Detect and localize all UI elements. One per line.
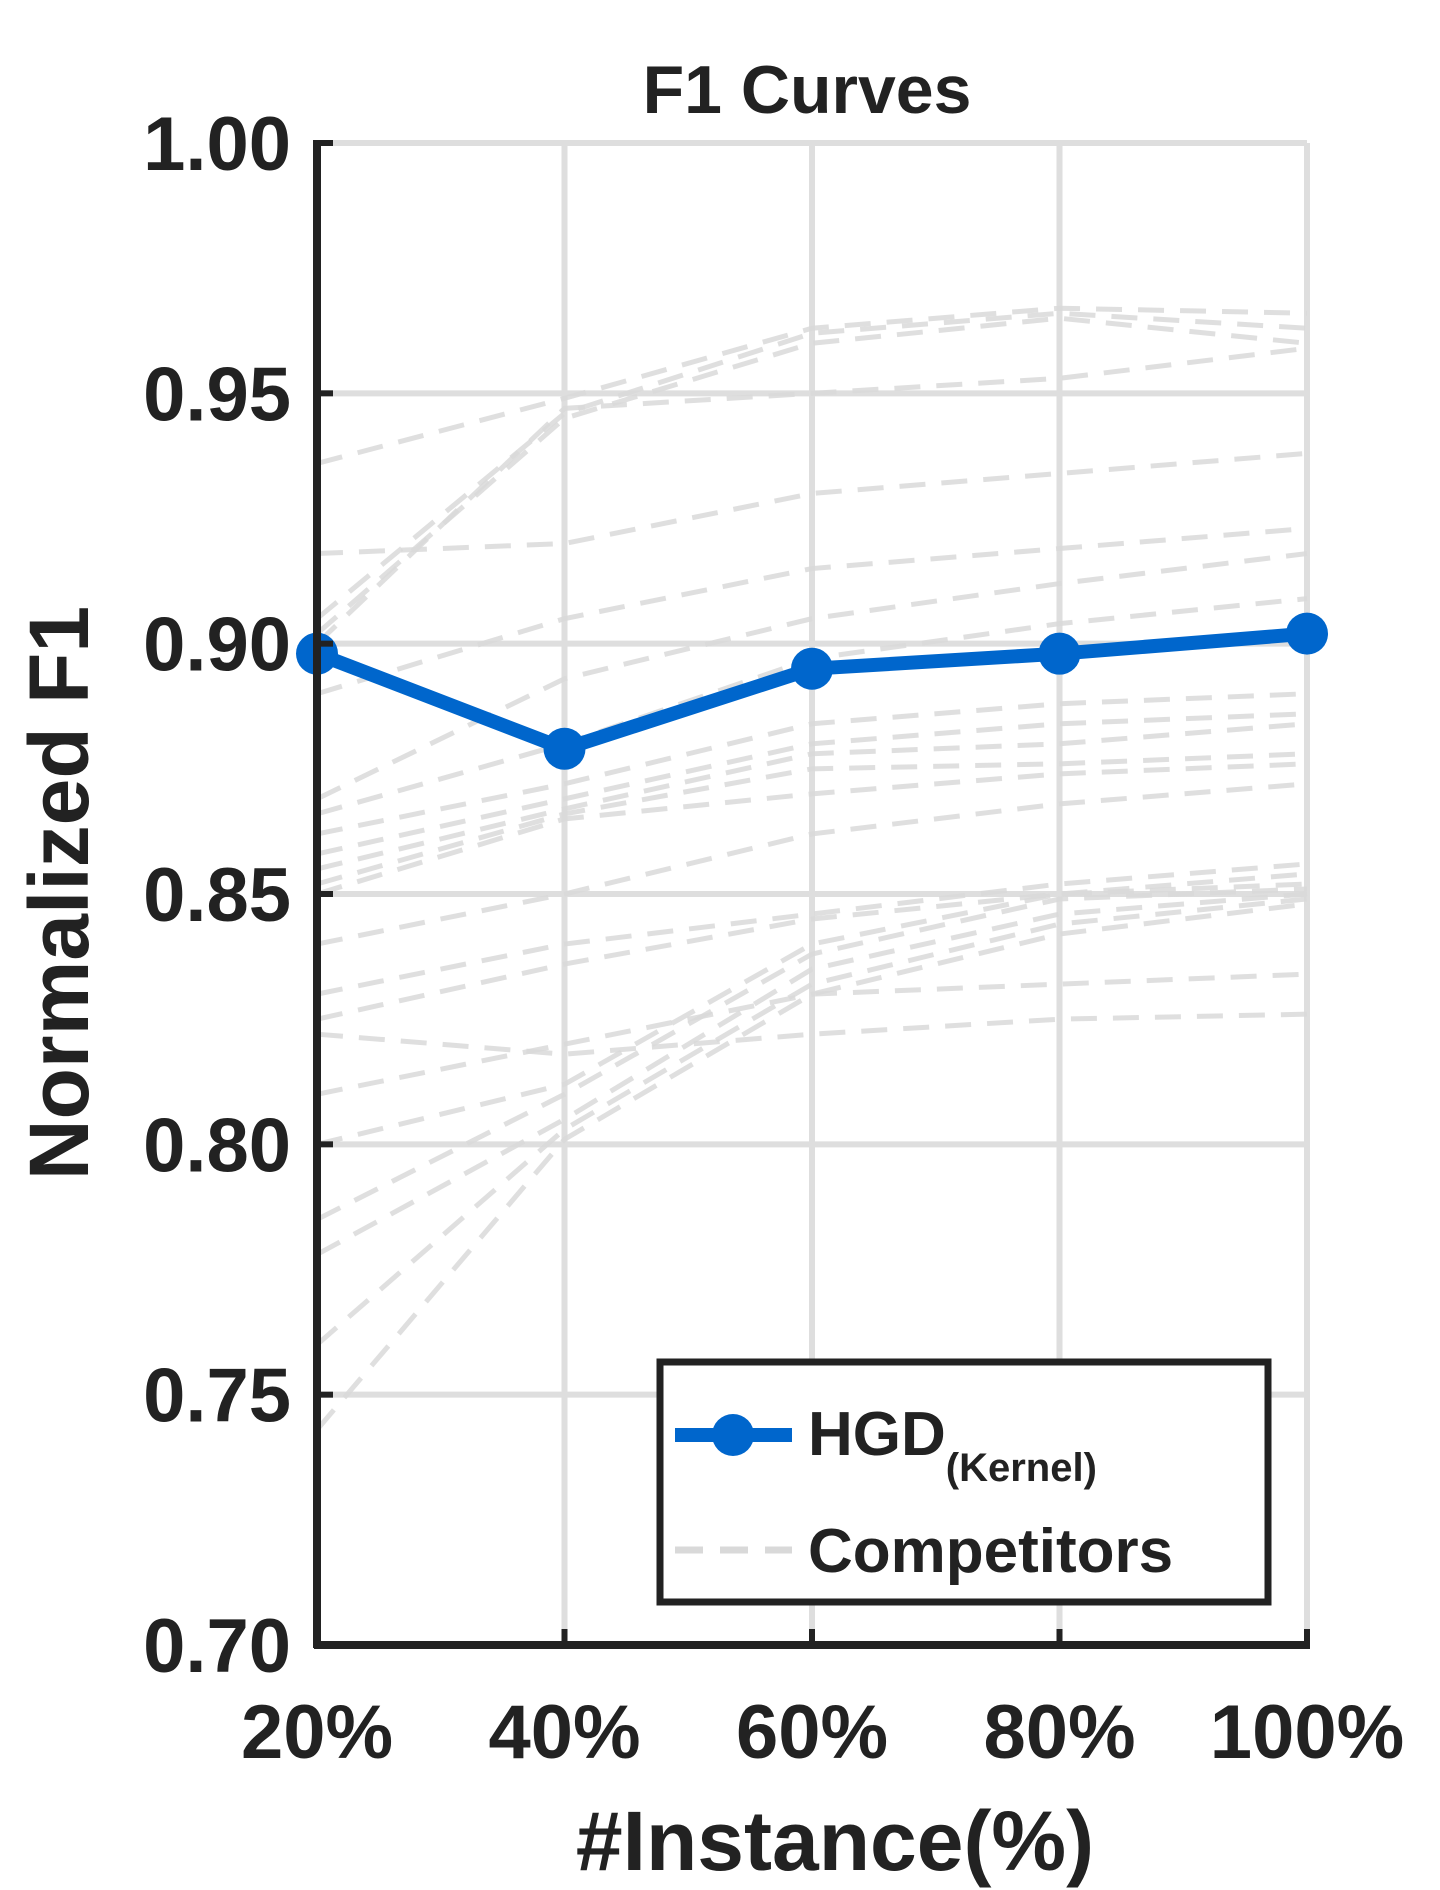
competitor-line-21	[315, 896, 1308, 1347]
x-tick-label-2: 60%	[736, 1690, 888, 1775]
competitor-line-3	[315, 345, 1308, 646]
competitor-line-19	[315, 886, 1308, 1222]
competitor-line-12	[316, 761, 1308, 897]
legend-hgd-subscript: (Kernel)	[946, 1446, 1097, 1490]
competitor-line-11	[316, 751, 1308, 887]
competitor-line-17	[316, 971, 1308, 1097]
competitor-line-5	[316, 526, 1308, 697]
competitor-line-10	[316, 721, 1308, 872]
competitor-line-20	[315, 891, 1308, 1257]
competitor-line-1	[315, 310, 1308, 621]
data-point-hgd-1	[543, 727, 586, 770]
legend-hgd-label: HGD(Kernel)	[808, 1400, 1097, 1490]
x-axis-label: #Instance(%)	[576, 1794, 1094, 1888]
competitor-lines	[315, 305, 1308, 1432]
competitor-line-15	[316, 871, 1308, 1022]
x-tick-label-4: 100%	[1210, 1690, 1404, 1775]
x-tick-label-0: 20%	[241, 1690, 393, 1775]
tick-labels: 0.70 0.75 0.80 0.85 0.90 0.95 1.00 20% 40% 60% 80%…	[143, 102, 1404, 1775]
y-tick-label-1: 0.75	[143, 1354, 291, 1439]
competitor-line-14	[316, 861, 1308, 997]
chart-title: F1 Curves	[643, 52, 972, 128]
competitor-line-18	[316, 881, 1308, 1147]
y-tick-label-4: 0.90	[143, 603, 291, 688]
x-tick-label-3: 80%	[983, 1690, 1135, 1775]
competitor-line-13	[316, 781, 1308, 947]
y-tick-label-3: 0.85	[143, 853, 291, 938]
y-tick-label-2: 0.80	[143, 1103, 291, 1188]
legend-hgd-marker	[712, 1414, 754, 1456]
competitor-line-0	[316, 305, 1308, 466]
y-tick-label-6: 1.00	[143, 102, 291, 187]
y-tick-label-0: 0.70	[143, 1604, 291, 1689]
data-point-hgd-4	[1286, 612, 1328, 655]
data-point-hgd-3	[1038, 632, 1081, 675]
legend-box	[656, 1358, 1272, 1606]
legend-competitors-label: Competitors	[808, 1517, 1173, 1586]
y-axis-label: Normalized F1	[12, 606, 106, 1180]
data-point-hgd-2	[791, 647, 833, 690]
legend-hgd-name: HGD	[808, 1400, 946, 1469]
competitor-line-9	[316, 711, 1308, 857]
competitor-line-8	[316, 691, 1308, 837]
legend: HGD(Kernel) Competitors	[656, 1358, 1272, 1606]
y-tick-label-5: 0.95	[143, 352, 291, 437]
x-tick-label-1: 40%	[488, 1690, 640, 1775]
competitor-line-22	[315, 901, 1308, 1432]
axes	[313, 140, 1310, 1649]
